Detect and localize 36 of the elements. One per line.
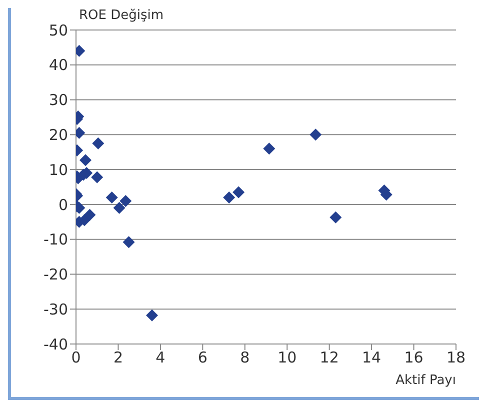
x-tick-label: 8 <box>240 348 250 367</box>
point <box>84 208 96 221</box>
y-tick-label: 20 <box>48 126 68 144</box>
point <box>92 137 104 150</box>
point <box>106 191 118 204</box>
y-tick-label: 30 <box>48 91 68 110</box>
y-tick-label: -20 <box>44 266 68 284</box>
x-tick-label: 0 <box>71 348 81 367</box>
x-tick-label: 18 <box>446 348 466 367</box>
point <box>91 171 104 184</box>
point <box>120 194 132 207</box>
y-axis-title: ROE Değişim <box>79 8 164 24</box>
point <box>146 309 158 322</box>
y-tick-label: 50 <box>48 21 68 40</box>
point <box>232 186 245 198</box>
point <box>223 191 236 204</box>
point <box>113 202 126 214</box>
point <box>330 211 342 224</box>
x-tick-label: 4 <box>156 348 166 367</box>
x-tick-label: 12 <box>320 348 339 367</box>
point <box>122 236 135 248</box>
x-tick-label: 16 <box>404 348 424 367</box>
y-tick-label: 0 <box>58 196 68 214</box>
x-tick-label: 6 <box>198 348 208 367</box>
point <box>80 154 92 166</box>
y-tick-label: -30 <box>44 300 68 318</box>
x-axis-title: Aktif Payı <box>396 373 456 388</box>
y-tick-label: -10 <box>44 230 68 249</box>
y-tick-label: 40 <box>48 56 68 74</box>
point <box>310 128 322 141</box>
x-tick-label: 10 <box>278 348 297 367</box>
x-tick-label: 14 <box>362 348 382 367</box>
x-tick-label: 2 <box>113 348 123 367</box>
point <box>263 142 276 155</box>
y-tick-label: 10 <box>48 160 68 179</box>
y-tick-label: -40 <box>44 335 68 354</box>
